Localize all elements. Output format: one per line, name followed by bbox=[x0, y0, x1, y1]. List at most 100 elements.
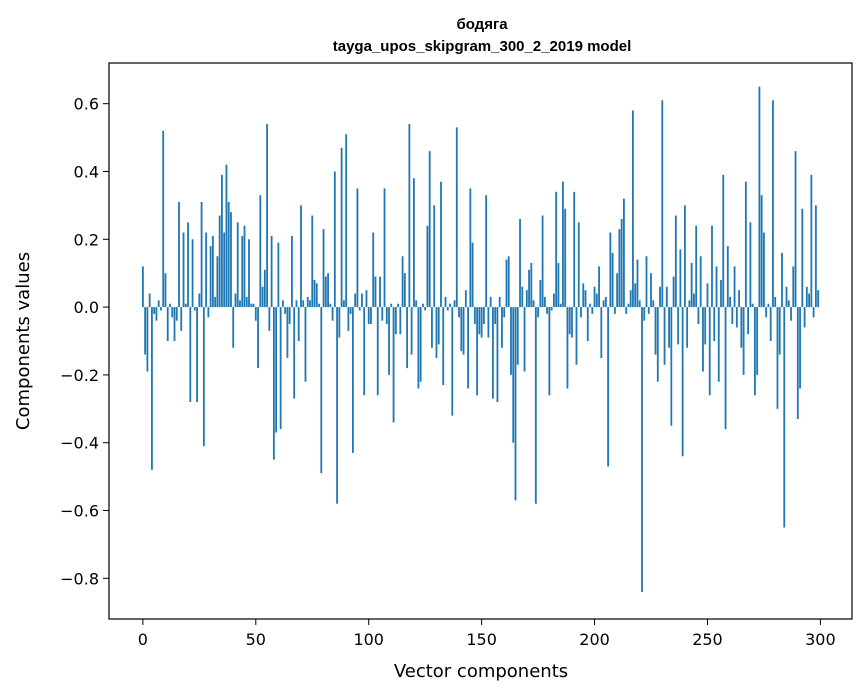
y-tick-label: 0.4 bbox=[74, 162, 99, 181]
bar-57 bbox=[270, 235, 273, 308]
bar-131 bbox=[437, 307, 440, 345]
bar-243 bbox=[690, 263, 693, 308]
bar-234 bbox=[670, 307, 673, 426]
bar-278 bbox=[769, 307, 772, 341]
x-axis-label: Vector components bbox=[394, 661, 568, 682]
bar-18 bbox=[182, 232, 185, 308]
bar-226 bbox=[652, 300, 655, 308]
y-tick-label: −0.8 bbox=[60, 569, 99, 588]
bar-208 bbox=[611, 252, 614, 308]
bar-242 bbox=[688, 300, 691, 308]
y-tick-label: −0.4 bbox=[60, 434, 99, 453]
bar-28 bbox=[205, 232, 208, 308]
bar-146 bbox=[471, 242, 474, 308]
bar-195 bbox=[582, 283, 585, 308]
bar-287 bbox=[790, 307, 792, 321]
plot-frame bbox=[108, 62, 853, 620]
bar-250 bbox=[706, 283, 709, 308]
bar-102 bbox=[372, 232, 375, 308]
bar-217 bbox=[632, 110, 634, 308]
bar-144 bbox=[467, 307, 469, 389]
bar-4 bbox=[151, 307, 153, 470]
bar-45 bbox=[243, 225, 246, 308]
bar-214 bbox=[625, 307, 628, 314]
bar-54 bbox=[263, 269, 266, 308]
bar-27 bbox=[202, 307, 205, 447]
bar-77 bbox=[315, 283, 318, 308]
bar-20 bbox=[187, 222, 189, 308]
bar-107 bbox=[383, 188, 386, 308]
bar-161 bbox=[505, 259, 508, 308]
bar-125 bbox=[424, 307, 427, 311]
bar-205 bbox=[604, 296, 607, 308]
bar-15 bbox=[175, 307, 178, 321]
bar-118 bbox=[408, 124, 411, 308]
bar-65 bbox=[288, 307, 291, 325]
y-tick-label: 0.0 bbox=[74, 298, 99, 317]
bar-270 bbox=[751, 303, 754, 308]
bar-241 bbox=[686, 307, 689, 348]
bar-63 bbox=[284, 307, 287, 314]
bar-201 bbox=[595, 293, 598, 308]
bar-216 bbox=[629, 290, 632, 308]
x-tick-label: 300 bbox=[805, 630, 836, 649]
bar-266 bbox=[742, 307, 745, 375]
bar-166 bbox=[516, 307, 519, 365]
bar-145 bbox=[469, 188, 472, 308]
bar-153 bbox=[487, 307, 490, 338]
bar-148 bbox=[476, 307, 479, 396]
bar-260 bbox=[729, 296, 731, 308]
bar-203 bbox=[600, 307, 603, 358]
bar-261 bbox=[731, 307, 734, 325]
bar-248 bbox=[702, 307, 704, 372]
bar-251 bbox=[708, 307, 711, 396]
bar-115 bbox=[401, 256, 404, 308]
bar-212 bbox=[620, 218, 623, 308]
bar-178 bbox=[543, 296, 546, 308]
bar-117 bbox=[406, 307, 409, 369]
bar-122 bbox=[417, 307, 420, 389]
bar-199 bbox=[591, 307, 594, 314]
bar-50 bbox=[254, 307, 257, 321]
bar-141 bbox=[460, 307, 463, 352]
bar-254 bbox=[715, 266, 718, 308]
chart-title: бодяга bbox=[456, 16, 508, 33]
chart-subtitle: tayga_upos_skipgram_300_2_2019 model bbox=[333, 38, 632, 55]
bar-48 bbox=[250, 303, 253, 308]
bar-298 bbox=[814, 205, 817, 308]
bar-246 bbox=[697, 307, 700, 325]
bar-244 bbox=[693, 293, 695, 308]
bar-169 bbox=[523, 307, 526, 372]
bar-132 bbox=[440, 181, 442, 308]
bar-109 bbox=[388, 307, 390, 375]
bar-225 bbox=[650, 273, 652, 308]
bar-26 bbox=[200, 202, 203, 308]
bar-7 bbox=[157, 300, 160, 308]
bar-8 bbox=[160, 307, 162, 311]
bar-238 bbox=[679, 249, 682, 308]
bar-245 bbox=[695, 225, 698, 308]
bar-80 bbox=[322, 229, 325, 308]
bar-13 bbox=[171, 307, 174, 318]
bar-33 bbox=[216, 256, 219, 308]
bar-292 bbox=[801, 208, 804, 308]
bar-156 bbox=[494, 307, 497, 325]
bar-64 bbox=[286, 307, 289, 358]
bar-37 bbox=[225, 164, 228, 308]
bar-110 bbox=[390, 303, 393, 308]
bar-213 bbox=[623, 198, 625, 308]
bar-127 bbox=[428, 151, 431, 308]
bar-264 bbox=[738, 290, 740, 308]
bar-5 bbox=[153, 307, 156, 314]
bar-139 bbox=[455, 127, 458, 308]
bar-155 bbox=[492, 307, 494, 399]
x-tick-label: 200 bbox=[579, 630, 610, 649]
bar-94 bbox=[354, 293, 357, 308]
bar-220 bbox=[638, 300, 641, 308]
bar-183 bbox=[555, 191, 558, 308]
bar-274 bbox=[760, 195, 763, 308]
bar-16 bbox=[178, 202, 180, 308]
bar-62 bbox=[281, 300, 284, 308]
bar-252 bbox=[711, 225, 713, 308]
bar-10 bbox=[164, 273, 167, 308]
